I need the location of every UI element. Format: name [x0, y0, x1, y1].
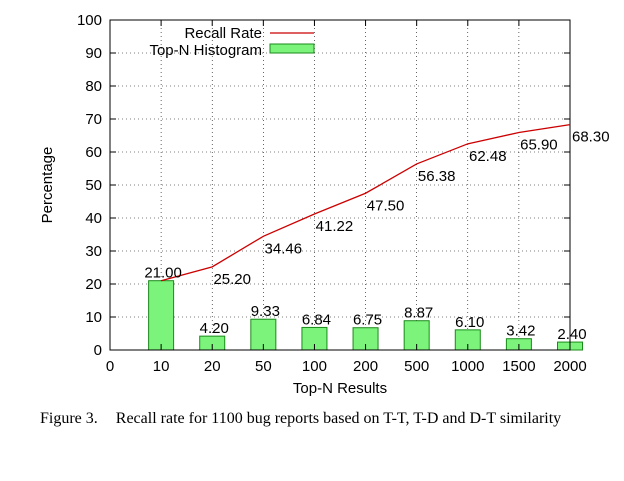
legend-histogram-label: Top-N Histogram	[149, 42, 262, 59]
bar-data-label: 6.10	[455, 314, 484, 331]
x-tick-label: 2000	[553, 358, 586, 375]
histogram-bars	[148, 280, 583, 351]
line-data-label: 62.48	[469, 148, 507, 165]
figure-caption: Figure 3. Recall rate for 1100 bug report…	[40, 408, 588, 430]
grid	[110, 20, 570, 350]
x-tick-labels: 0 10 20 50 100 200 500 1000 1500 2000	[106, 358, 587, 375]
line-data-label: 56.38	[418, 168, 456, 185]
axis-ticks	[109, 19, 571, 351]
x-tick-label: 0	[106, 358, 114, 375]
y-tick-label: 80	[85, 78, 102, 95]
legend: Recall Rate Top-N Histogram	[149, 25, 315, 59]
line-data-label: 34.46	[265, 240, 303, 257]
bar-data-label: 8.87	[404, 305, 433, 322]
bar-data-label: 6.75	[353, 312, 382, 329]
x-tick-label: 1500	[502, 358, 535, 375]
caption-number: Figure 3.	[40, 410, 98, 427]
line-data-label: 25.20	[213, 271, 251, 288]
y-tick-label: 40	[85, 210, 102, 227]
legend-recall-rate-label: Recall Rate	[184, 25, 262, 42]
line-data-labels: 25.20 34.46 41.22 47.50 56.38 62.48 65.90 68.30	[213, 129, 609, 288]
y-tick-label: 60	[85, 144, 102, 161]
y-tick-label: 100	[77, 12, 102, 29]
line-data-label: 47.50	[367, 197, 405, 214]
recall-rate-line	[160, 123, 571, 282]
y-tick-label: 10	[85, 309, 102, 326]
bar-data-label: 4.20	[200, 320, 229, 337]
line-data-label: 68.30	[572, 129, 610, 146]
chart: 0 10 20 30 40 50 60 70 80 90 100 0 10 20 50 100 200 500 1…	[39, 12, 610, 397]
legend-histogram-swatch	[269, 43, 315, 54]
bar-data-label: 9.33	[251, 303, 280, 320]
x-tick-label: 100	[302, 358, 327, 375]
y-tick-label: 20	[85, 276, 102, 293]
y-tick-labels: 0 10 20 30 40 50 60 70 80 90 100	[77, 12, 102, 359]
caption-text: Recall rate for 1100 bug reports based o…	[115, 410, 562, 427]
x-tick-label: 20	[204, 358, 221, 375]
bar-data-label: 6.84	[302, 311, 331, 328]
x-tick-label: 200	[353, 358, 378, 375]
x-axis-label: Top-N Results	[293, 380, 387, 397]
y-tick-label: 30	[85, 243, 102, 260]
bar-data-labels: 21.00 4.20 9.33 6.84 6.75 8.87 6.10 3.42 2.40	[144, 265, 586, 343]
x-tick-label: 50	[255, 358, 272, 375]
y-tick-label: 50	[85, 177, 102, 194]
y-tick-label: 0	[94, 342, 102, 359]
bar-data-label: 21.00	[144, 265, 182, 282]
x-tick-label: 10	[153, 358, 170, 375]
line-data-label: 41.22	[316, 218, 354, 235]
y-tick-label: 70	[85, 111, 102, 128]
y-tick-label: 90	[85, 45, 102, 62]
x-tick-label: 500	[404, 358, 429, 375]
bar-data-label: 3.42	[506, 323, 535, 340]
bar-data-label: 2.40	[557, 326, 586, 343]
x-tick-label: 1000	[451, 358, 484, 375]
line-data-label: 65.90	[520, 137, 558, 154]
y-axis-label: Percentage	[39, 147, 56, 224]
histogram-bar	[148, 280, 175, 351]
